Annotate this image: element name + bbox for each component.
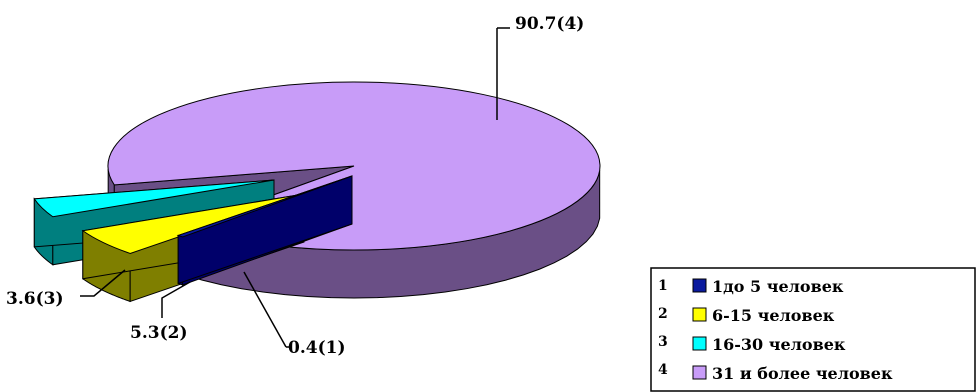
legend-item-4: 4 31 и более человек bbox=[658, 362, 893, 383]
legend-item-3: 3 16-30 человек bbox=[658, 334, 846, 354]
legend-swatch-1 bbox=[692, 278, 707, 293]
legend-item-1: 1 1до 5 человек bbox=[658, 277, 844, 296]
leader-line-3 bbox=[80, 269, 126, 297]
data-label-3: 3.6(3) bbox=[6, 289, 64, 309]
legend-index-2: 2 bbox=[658, 306, 668, 322]
legend-index-1: 1 bbox=[658, 278, 668, 294]
legend-item-2: 2 6-15 человек bbox=[658, 306, 835, 325]
legend-swatch-2 bbox=[692, 307, 707, 322]
legend-label-2: 6-15 человек bbox=[712, 306, 835, 325]
legend: 1 1до 5 человек 2 6-15 человек 3 16-30 ч… bbox=[650, 267, 976, 392]
leader-lines bbox=[80, 27, 510, 348]
legend-swatch-3 bbox=[692, 336, 707, 351]
pie-slice-1 bbox=[176, 175, 353, 286]
data-label-2: 5.3(2) bbox=[130, 323, 188, 343]
data-label-1: 0.4(1) bbox=[288, 338, 346, 358]
leader-line-1 bbox=[243, 271, 287, 348]
pie-slices bbox=[33, 81, 601, 303]
legend-label-1: 1до 5 человек bbox=[712, 277, 844, 296]
legend-label-3: 16-30 человек bbox=[712, 335, 846, 354]
legend-label-4: 31 и более человек bbox=[712, 364, 893, 383]
legend-swatch-4 bbox=[692, 365, 707, 380]
data-label-4: 90.7(4) bbox=[515, 14, 584, 34]
legend-index-3: 3 bbox=[658, 334, 668, 350]
data-labels: 0.4(1) 5.3(2) 3.6(3) 90.7(4) bbox=[6, 14, 584, 358]
legend-index-4: 4 bbox=[658, 362, 668, 378]
leader-line-2 bbox=[161, 281, 191, 318]
